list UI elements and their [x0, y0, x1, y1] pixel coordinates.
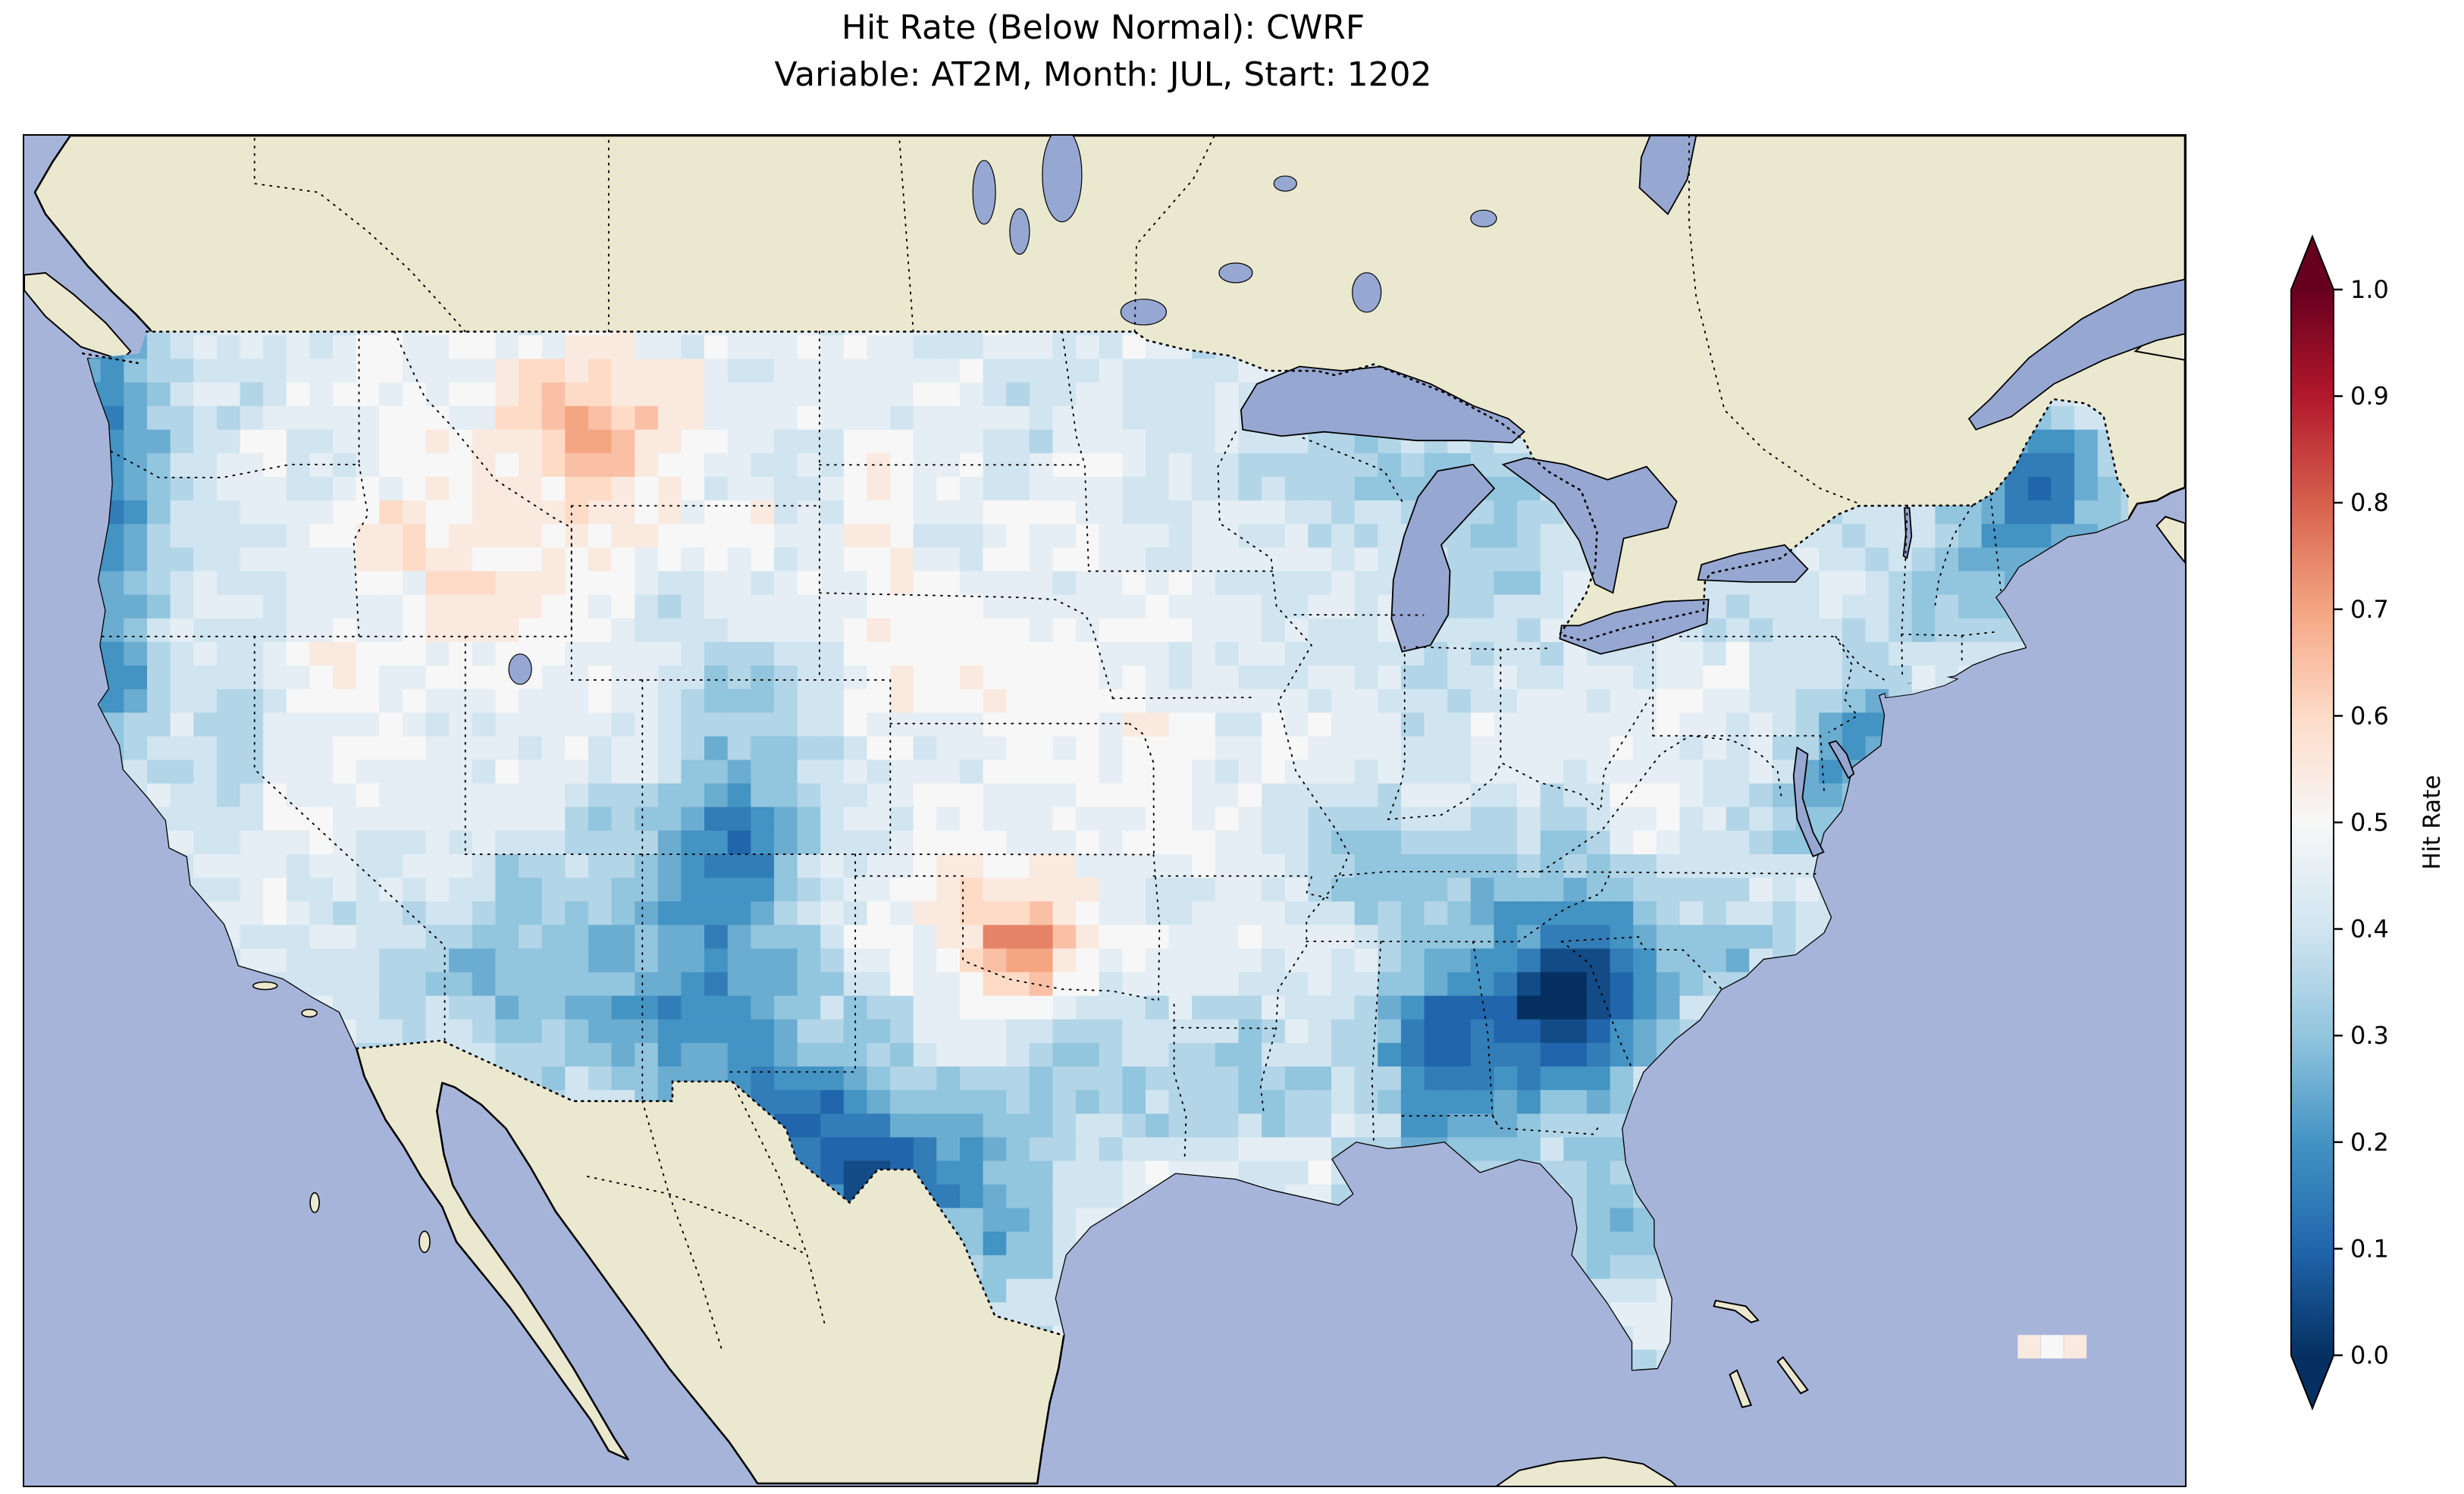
small-lake	[508, 653, 532, 685]
stray-data-cell	[2040, 1335, 2064, 1359]
colorbar-gradient	[2291, 290, 2334, 1355]
small-island	[419, 1230, 431, 1254]
small-island	[252, 981, 278, 991]
lake-huron	[1501, 457, 1678, 594]
title-line-1: Hit Rate (Below Normal): CWRF	[841, 8, 1365, 47]
colorbar: 1.0 0.9 0.8 0.7 0.6 0.5 0.4 0.3 0.2 0.1 0.0 Hit Rat…	[2290, 234, 2446, 1411]
small-island	[301, 1008, 318, 1018]
colorbar-tick-label: 0.2	[2350, 1128, 2389, 1157]
small-lake	[1470, 209, 1497, 227]
james-bay	[1638, 136, 1698, 215]
small-lake	[1120, 299, 1168, 326]
chesapeake-bay	[1792, 746, 1825, 857]
figure-title: Hit Rate (Below Normal): CWRF Variable: …	[23, 5, 2183, 99]
colorbar-extend-min	[2291, 1355, 2334, 1408]
colorbar-extend-max	[2291, 236, 2334, 290]
colorbar-tick-label: 0.4	[2350, 915, 2389, 944]
small-lake	[1273, 175, 1297, 192]
colorbar-axis-label: Hit Rate	[2419, 775, 2446, 869]
stray-data-cell	[2017, 1335, 2041, 1359]
colorbar-tick-label: 0.9	[2350, 382, 2389, 411]
cuba	[1496, 1456, 1677, 1486]
map-canvas	[24, 136, 2185, 1486]
colorbar-tick-label: 0.8	[2350, 488, 2389, 517]
province-borders	[253, 136, 1861, 1351]
country-borders	[81, 330, 2130, 1337]
bahamas-island	[1713, 1299, 1760, 1323]
colorbar-tick-label: 0.7	[2350, 595, 2389, 624]
colorbar-tick-label: 0.3	[2350, 1021, 2389, 1050]
colorbar-tick-label: 0.5	[2350, 808, 2389, 837]
delaware-bay	[1828, 740, 1855, 779]
nova-scotia	[2155, 515, 2185, 564]
state-borders	[101, 330, 2002, 1158]
colorbar-tick-label: 0.6	[2350, 701, 2389, 730]
small-lake	[1352, 272, 1382, 313]
lake-michigan	[1390, 463, 1496, 653]
lake-erie	[1559, 598, 1710, 655]
small-lake	[1009, 208, 1030, 255]
small-island	[309, 1192, 320, 1214]
bahamas-island	[1776, 1356, 1809, 1395]
small-lake	[972, 160, 996, 225]
colorbar-tick-label: 0.0	[2350, 1341, 2389, 1370]
small-lake	[1218, 262, 1253, 283]
st-lawrence	[1967, 278, 2185, 431]
bahamas-island	[1729, 1369, 1753, 1408]
colorbar-tick-label: 1.0	[2350, 275, 2389, 304]
small-lake	[1042, 136, 1083, 223]
colorbar-tick-label: 0.1	[2350, 1234, 2389, 1263]
title-line-2: Variable: AT2M, Month: JUL, Start: 1202	[774, 55, 1432, 94]
stray-data-cell	[2064, 1335, 2087, 1359]
map-axes-frame	[23, 134, 2187, 1487]
lake-superior	[1240, 365, 1525, 443]
